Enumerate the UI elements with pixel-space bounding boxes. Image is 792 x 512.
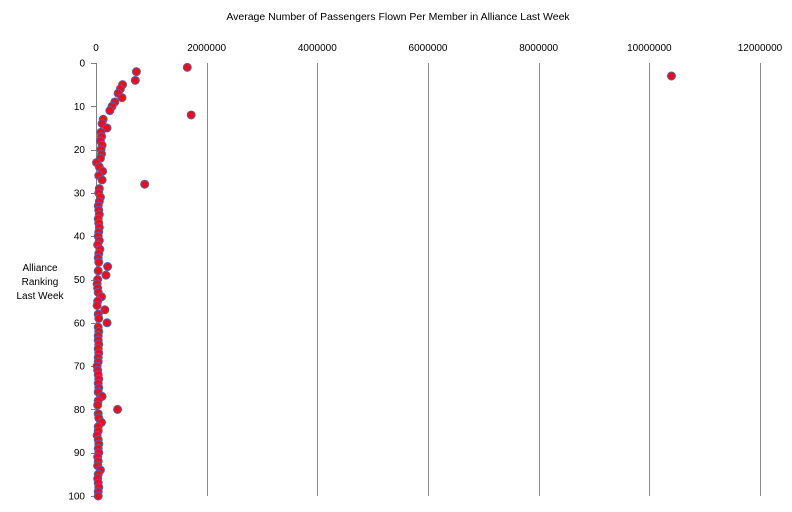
data-point <box>102 123 112 133</box>
x-tick-labels: 0 2000000 4000000 6000000 8000000 10000000 120… <box>93 43 782 54</box>
y-axis-label-line-3: Last Week <box>16 291 64 302</box>
x-tick-label: 10000000 <box>627 43 672 54</box>
y-axis-label-line-1: Alliance <box>22 263 58 274</box>
y-tick-label: 40 <box>74 232 86 243</box>
data-point <box>117 93 127 103</box>
data-point <box>103 262 113 272</box>
data-point <box>666 71 676 81</box>
data-point <box>97 175 107 185</box>
data-point <box>94 313 104 323</box>
data-point <box>93 491 103 501</box>
gridlines <box>207 63 761 496</box>
y-tick-label: 80 <box>74 405 86 416</box>
data-point <box>93 266 103 276</box>
data-point <box>186 110 196 120</box>
y-tick-label: 60 <box>74 318 86 329</box>
x-tick-label: 12000000 <box>738 43 783 54</box>
chart-title: Average Number of Passengers Flown Per M… <box>226 11 570 23</box>
data-point <box>92 300 102 310</box>
data-point <box>101 270 111 280</box>
y-tick-label: 10 <box>74 102 86 113</box>
data-point <box>94 257 104 267</box>
y-tick-label: 20 <box>74 145 86 156</box>
y-axis-label-line-2: Ranking <box>21 277 59 288</box>
data-point <box>105 106 115 116</box>
data-point <box>113 404 123 414</box>
data-points <box>92 62 676 501</box>
x-tick-label: 8000000 <box>519 43 558 54</box>
x-tick-label: 4000000 <box>298 43 337 54</box>
data-point <box>182 62 192 72</box>
data-point <box>100 305 110 315</box>
y-tick-label: 70 <box>74 362 86 373</box>
data-point <box>140 179 150 189</box>
data-point <box>130 75 140 85</box>
y-tick-label: 0 <box>79 59 85 70</box>
y-axis-label: Alliance Ranking Last Week <box>8 262 72 304</box>
data-point <box>102 318 112 328</box>
data-point <box>131 67 141 77</box>
y-tick-label: 100 <box>68 492 85 503</box>
x-tick-label: 0 <box>93 43 99 54</box>
y-tick-label: 50 <box>74 275 86 286</box>
x-tick-label: 6000000 <box>409 43 448 54</box>
data-point <box>93 400 103 410</box>
y-tick-label: 30 <box>74 188 86 199</box>
y-tick-labels: 0 10 20 30 40 50 60 70 80 90 100 <box>68 59 85 503</box>
y-tick-label: 90 <box>74 448 86 459</box>
x-tick-label: 2000000 <box>187 43 226 54</box>
